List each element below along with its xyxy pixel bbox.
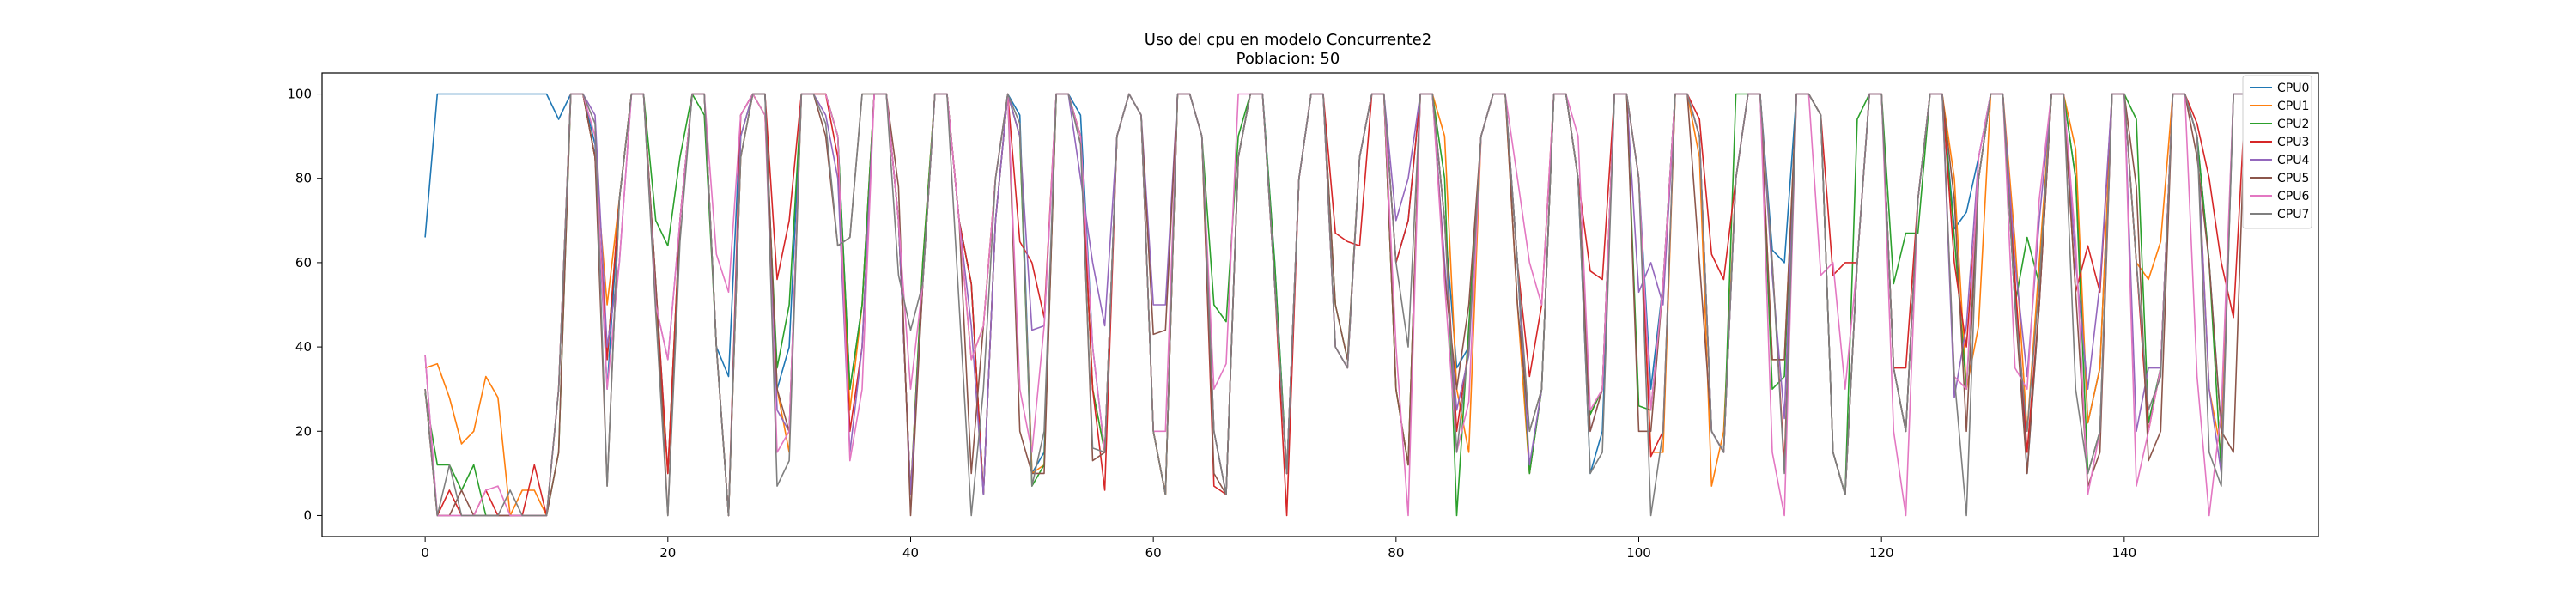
- chart-subtitle: Poblacion: 50: [1236, 50, 1340, 68]
- x-tick-label: 60: [1145, 545, 1162, 561]
- y-tick-label: 60: [295, 255, 312, 270]
- legend-label: CPU4: [2277, 154, 2309, 167]
- legend-box: [2242, 75, 2312, 229]
- legend-label: CPU7: [2277, 208, 2309, 222]
- x-tick-label: 40: [902, 545, 919, 561]
- legend-label: CPU1: [2277, 100, 2309, 113]
- x-tick-label: 120: [1869, 545, 1894, 561]
- y-tick-label: 40: [295, 339, 312, 355]
- legend-label: CPU6: [2277, 190, 2309, 203]
- plot-frame: [321, 72, 2319, 537]
- x-tick-label: 80: [1388, 545, 1404, 561]
- chart-title: Uso del cpu en modelo Concurrente2: [1144, 31, 1432, 49]
- legend-label: CPU3: [2277, 136, 2309, 149]
- y-tick-label: 0: [303, 507, 312, 523]
- series-line-cpu5: [424, 93, 2246, 517]
- legend-label: CPU5: [2277, 172, 2309, 185]
- series-line-cpu7: [424, 93, 2246, 517]
- x-tick-label: 100: [1626, 545, 1651, 561]
- x-tick-label: 140: [2112, 545, 2137, 561]
- x-tick-label: 20: [659, 545, 676, 561]
- legend-label: CPU0: [2277, 82, 2309, 95]
- y-tick-label: 20: [295, 423, 312, 439]
- legend-label: CPU2: [2277, 118, 2309, 131]
- series-group: [424, 93, 2246, 517]
- y-tick-label: 100: [287, 87, 312, 102]
- y-tick-label: 80: [295, 171, 312, 186]
- x-tick-label: 0: [421, 545, 429, 561]
